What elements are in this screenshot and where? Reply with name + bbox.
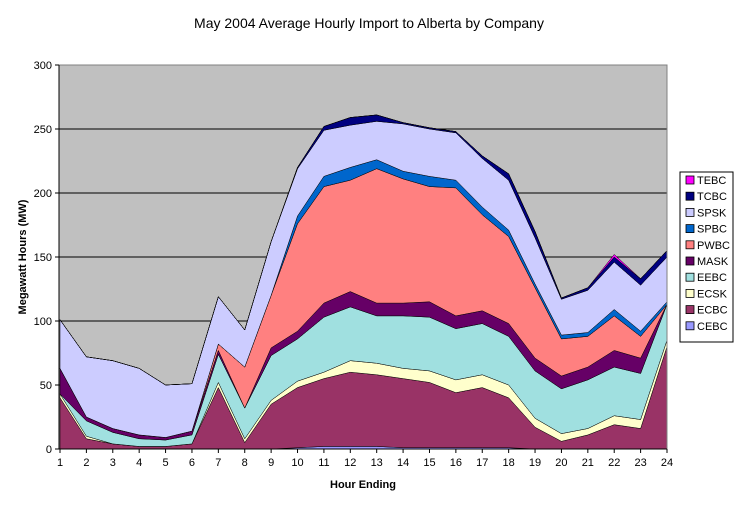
legend-swatch-spbc: [685, 224, 695, 234]
x-tick-label: 11: [318, 457, 329, 469]
legend-swatch-cebc: [685, 321, 695, 331]
y-tick-label: 100: [34, 316, 52, 328]
x-tick-label: 18: [503, 457, 515, 469]
x-tick-label: 10: [291, 457, 303, 469]
y-tick-label: 0: [46, 444, 52, 456]
x-tick-label: 8: [242, 457, 248, 469]
chart-title: May 2004 Average Hourly Import to Albert…: [194, 15, 544, 31]
legend-label-tcbc: TCBC: [697, 191, 727, 203]
x-tick-label: 6: [189, 457, 195, 469]
x-tick-label: 17: [476, 457, 488, 469]
x-tick-label: 3: [110, 457, 116, 469]
legend-swatch-pwbc: [685, 240, 695, 250]
legend-swatch-eebc: [685, 272, 695, 282]
legend-swatch-ecbc: [685, 305, 695, 315]
x-tick-label: 21: [582, 457, 594, 469]
legend-swatch-spsk: [685, 207, 695, 217]
y-tick-label: 300: [34, 60, 52, 72]
y-tick-label: 150: [34, 252, 52, 264]
legend-swatch-tcbc: [685, 191, 695, 201]
x-tick-label: 16: [450, 457, 462, 469]
legend: TEBC TCBC SPSK SPBC PWBC MASK EEBC ECSK ECBC CEBC: [679, 171, 734, 343]
y-tick-label: 50: [40, 380, 52, 392]
x-tick-label: 2: [83, 457, 89, 469]
x-tick-label: 19: [529, 457, 541, 469]
legend-label-spsk: SPSK: [697, 207, 727, 219]
x-tick-label: 4: [136, 457, 142, 469]
y-tick-label: 250: [34, 124, 52, 136]
legend-label-cebc: CEBC: [697, 321, 728, 333]
legend-label-ecbc: ECBC: [697, 305, 728, 317]
y-axis-title: Megawatt Hours (MW): [17, 199, 29, 314]
x-tick-label: 13: [371, 457, 383, 469]
x-tick-label: 14: [397, 457, 409, 469]
x-tick-label: 15: [423, 457, 435, 469]
x-axis-title: Hour Ending: [330, 479, 396, 491]
legend-label-spbc: SPBC: [697, 224, 727, 236]
x-tick-label: 20: [555, 457, 567, 469]
x-tick-label: 23: [634, 457, 646, 469]
y-tick-label: 200: [34, 188, 52, 200]
x-tick-label: 24: [661, 457, 673, 469]
x-tick-label: 1: [57, 457, 63, 469]
legend-swatch-tebc: [685, 175, 695, 185]
legend-label-mask: MASK: [697, 256, 729, 268]
x-tick-label: 7: [215, 457, 221, 469]
legend-label-ecsk: ECSK: [697, 288, 728, 300]
legend-swatch-ecsk: [685, 288, 695, 298]
legend-swatch-mask: [685, 256, 695, 266]
x-tick-label: 12: [344, 457, 356, 469]
legend-label-tebc: TEBC: [697, 175, 726, 187]
x-tick-label: 5: [163, 457, 169, 469]
x-tick-label: 22: [608, 457, 620, 469]
legend-label-pwbc: PWBC: [697, 240, 730, 252]
legend-label-eebc: EEBC: [697, 272, 727, 284]
x-tick-label: 9: [268, 457, 274, 469]
